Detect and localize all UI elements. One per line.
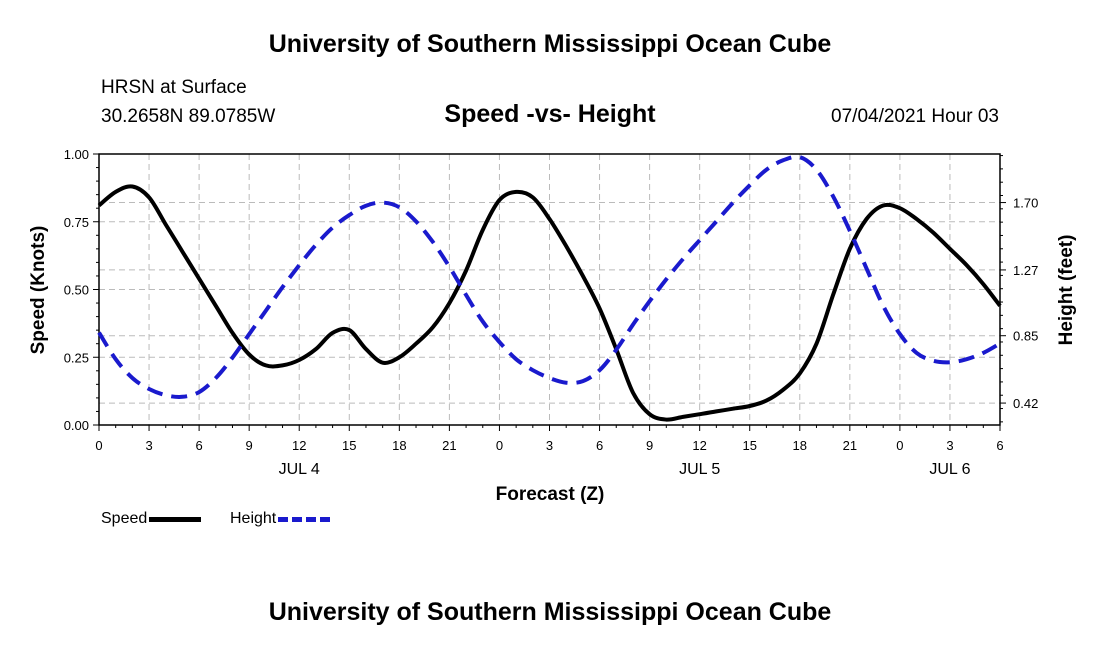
legend-speed: Speed — [101, 510, 202, 528]
y2-axis-title: Height (feet) — [1056, 235, 1077, 346]
y-tick-label: 0.50 — [64, 283, 89, 298]
series-line-speed — [97, 184, 1002, 422]
x-tick-label: 3 — [946, 438, 953, 453]
date-label: JUL 5 — [679, 461, 720, 478]
x-tick-label: 12 — [692, 438, 706, 453]
y-tick-label: 0.75 — [64, 215, 89, 230]
x-tick-label: 21 — [843, 438, 857, 453]
station-coordinates: 30.2658N 89.0785W — [101, 106, 276, 127]
legend-speed-label: Speed — [101, 510, 148, 527]
legend-speed-swatch — [149, 516, 202, 522]
station-name: HRSN at Surface — [101, 77, 247, 98]
y-tick-label: 0.00 — [64, 418, 89, 433]
legend-height-swatch — [278, 516, 331, 522]
x-tick-label: 15 — [742, 438, 756, 453]
y2-tick-label: 0.42 — [1013, 396, 1038, 411]
x-tick-label: 6 — [195, 438, 202, 453]
legend-height: Height — [230, 510, 331, 528]
x-tick-label: 12 — [292, 438, 306, 453]
x-tick-label: 3 — [546, 438, 553, 453]
y2-tick-label: 1.70 — [1013, 196, 1038, 211]
x-tick-label: 18 — [392, 438, 406, 453]
legend-height-label: Height — [230, 510, 277, 527]
date-label: JUL 6 — [929, 461, 970, 478]
y-axis-title: Speed (Knots) — [28, 226, 49, 355]
y-tick-label: 0.25 — [64, 350, 89, 365]
chart-title: Speed -vs- Height — [444, 100, 656, 128]
bottom-title: University of Southern Mississippi Ocean… — [268, 598, 832, 626]
x-tick-label: 0 — [896, 438, 903, 453]
x-axis-title: Forecast (Z) — [496, 484, 605, 505]
top-title: University of Southern Mississippi Ocean… — [268, 30, 832, 58]
x-tick-label: 6 — [996, 438, 1003, 453]
x-tick-label: 3 — [145, 438, 152, 453]
x-tick-label: 0 — [95, 438, 102, 453]
plot-frame — [98, 153, 1001, 426]
x-tick-label: 15 — [342, 438, 356, 453]
y-tick-label: 1.00 — [64, 147, 89, 162]
y2-tick-label: 0.85 — [1013, 329, 1038, 344]
y2-tick-label: 1.27 — [1013, 263, 1038, 278]
series-line-height — [97, 154, 1002, 399]
forecast-date: 07/04/2021 Hour 03 — [831, 106, 999, 127]
x-tick-label: 9 — [246, 438, 253, 453]
x-tick-label: 6 — [596, 438, 603, 453]
x-tick-label: 21 — [442, 438, 456, 453]
x-tick-label: 9 — [646, 438, 653, 453]
x-tick-label: 18 — [793, 438, 807, 453]
x-tick-label: 0 — [496, 438, 503, 453]
date-label: JUL 4 — [279, 461, 320, 478]
